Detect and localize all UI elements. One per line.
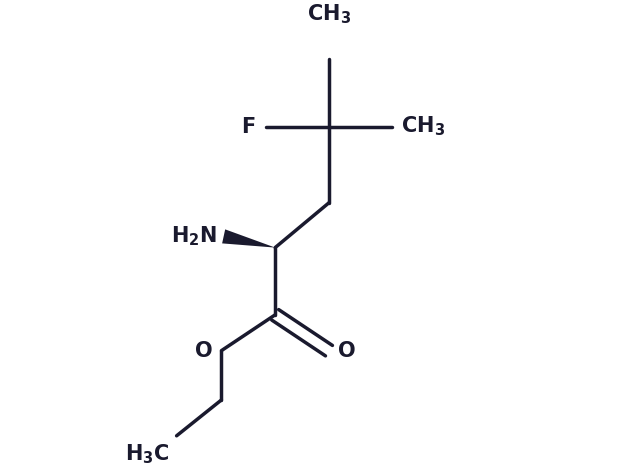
Text: $\mathbf{CH_3}$: $\mathbf{CH_3}$ xyxy=(401,115,445,138)
Text: F: F xyxy=(241,117,255,137)
Text: O: O xyxy=(338,341,356,360)
Text: O: O xyxy=(195,341,212,360)
Text: $\mathbf{H_2N}$: $\mathbf{H_2N}$ xyxy=(171,225,217,248)
Polygon shape xyxy=(222,229,275,248)
Text: $\mathbf{CH_3}$: $\mathbf{CH_3}$ xyxy=(307,2,351,26)
Text: $\mathbf{H_3C}$: $\mathbf{H_3C}$ xyxy=(125,443,170,466)
